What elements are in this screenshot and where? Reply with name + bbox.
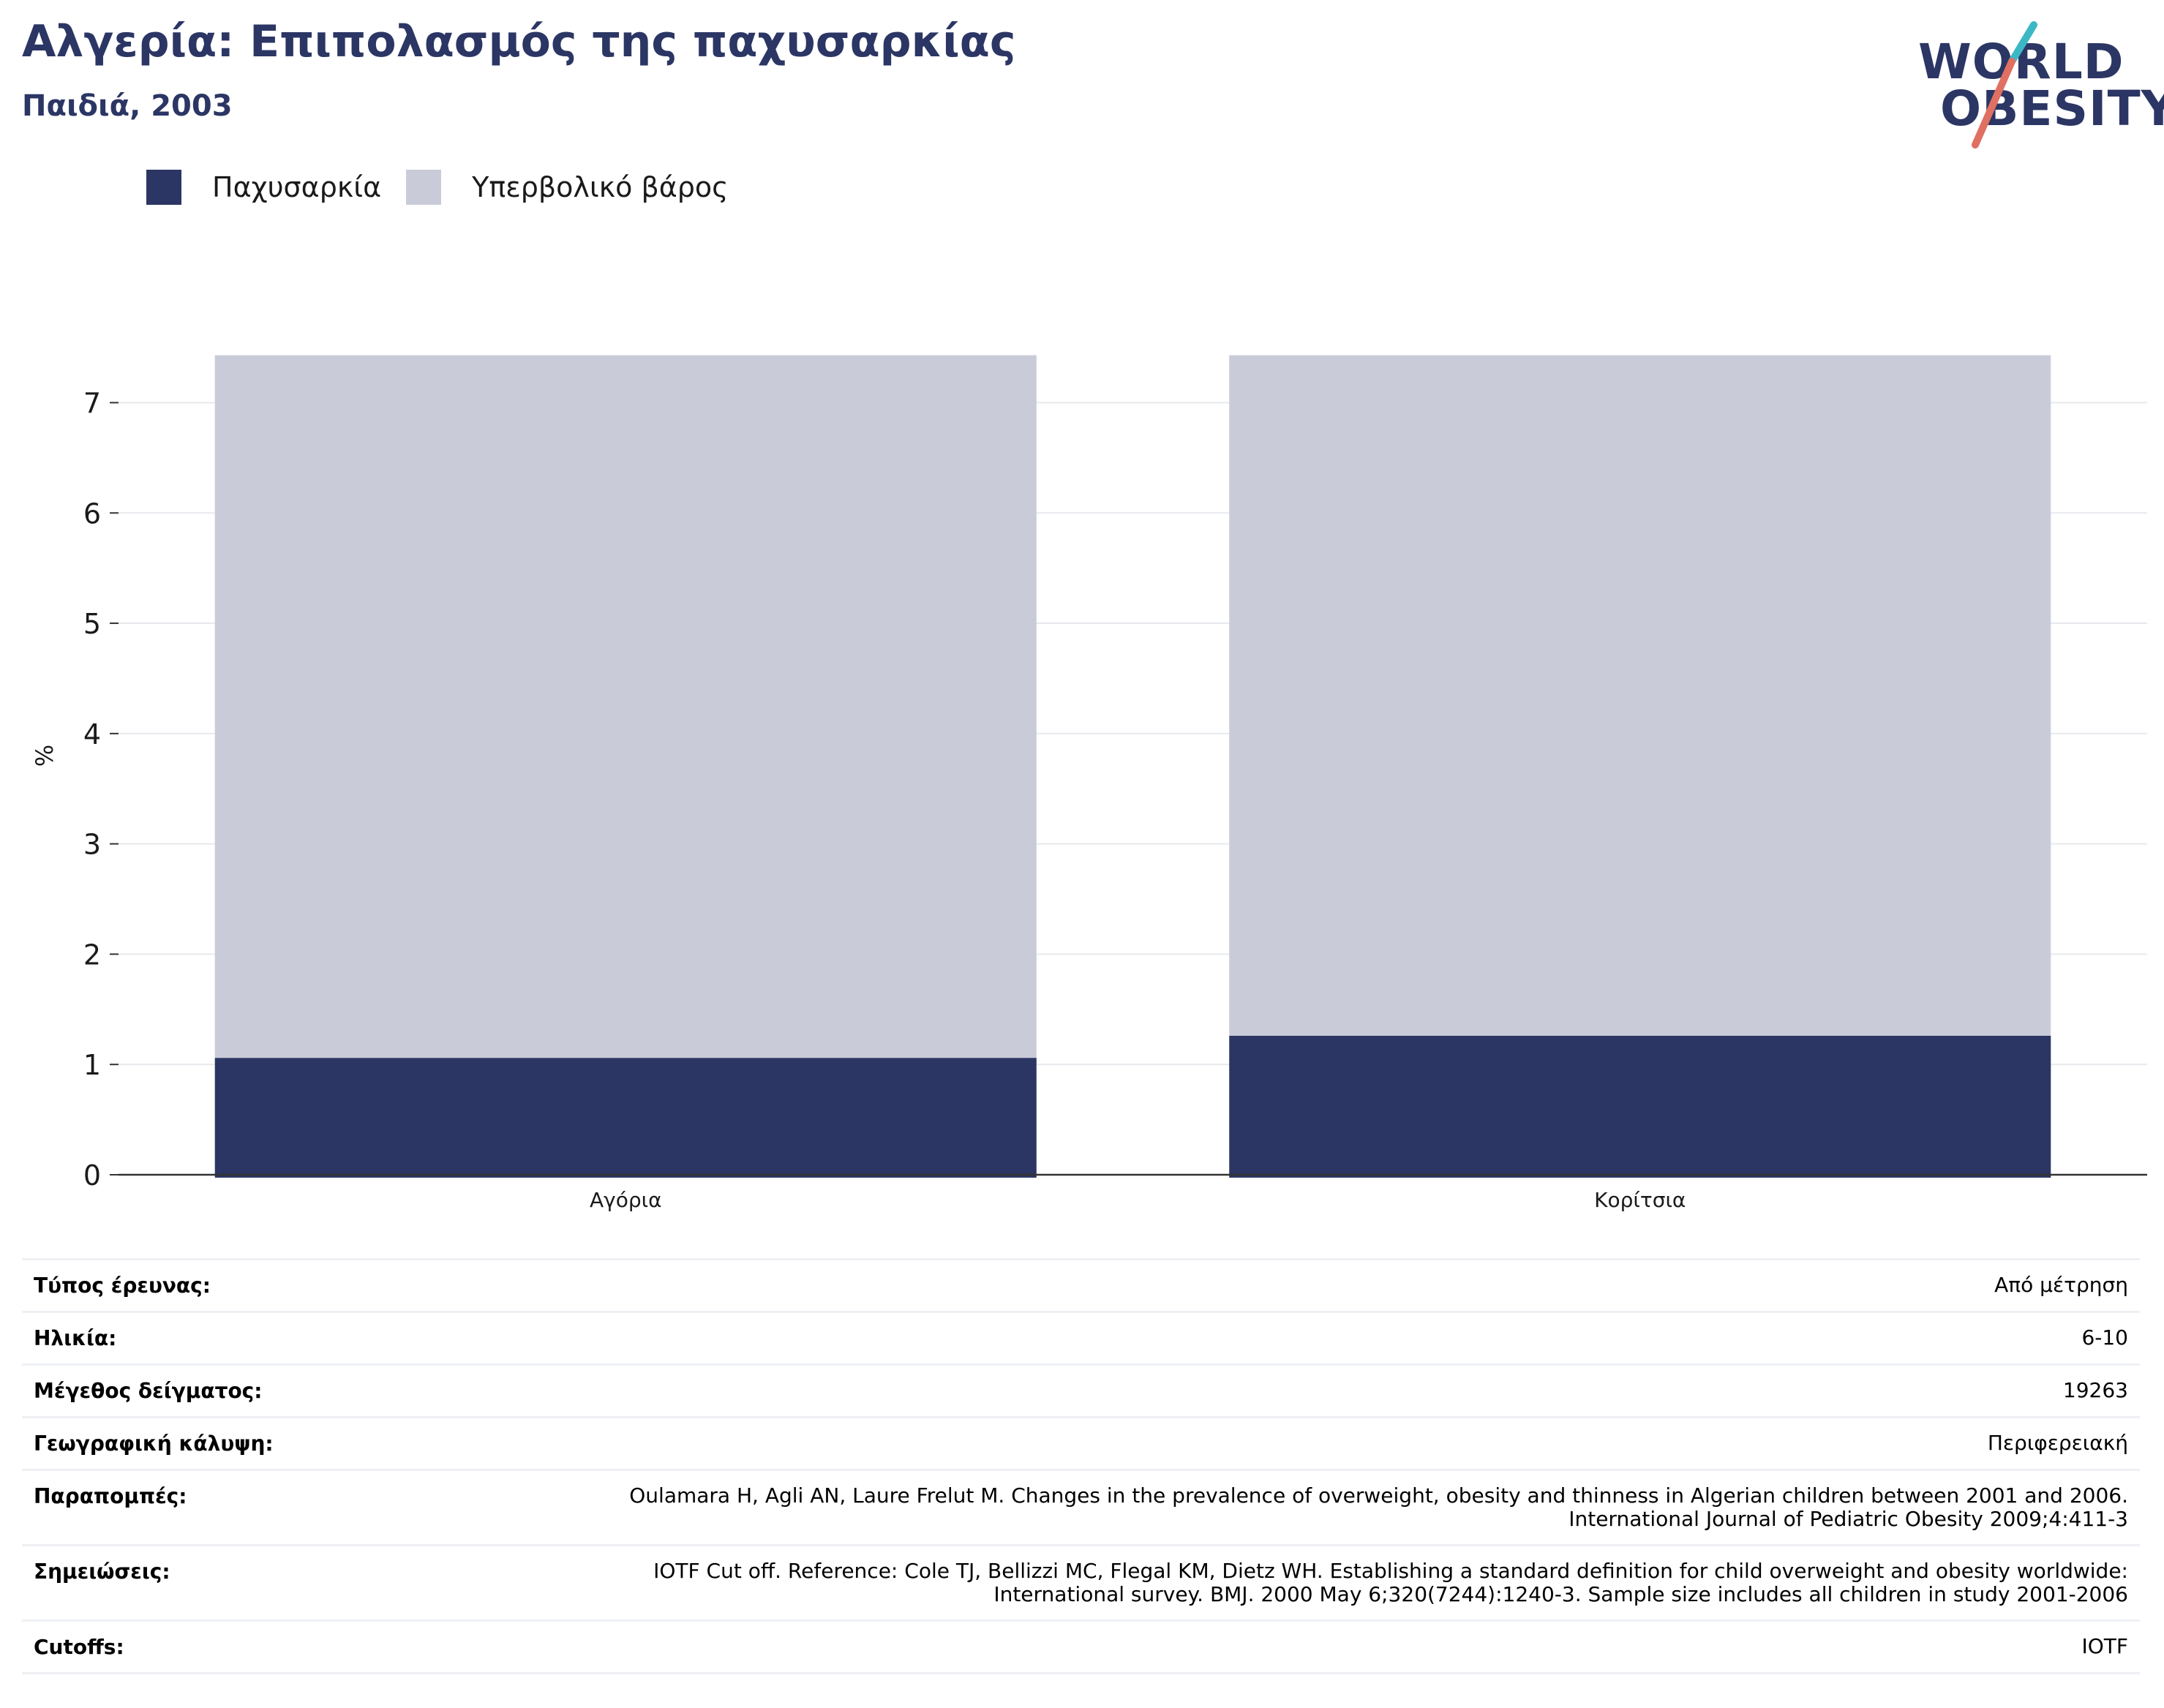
y-tick-label: 0 (83, 1159, 101, 1192)
meta-row-notes: Σημειώσεις: IOTF Cut off. Reference: Col… (22, 1544, 2140, 1619)
meta-row-coverage: Γεωγραφική κάλυψη: Περιφερειακή (22, 1416, 2140, 1469)
chart-title: Αλγερία: Επιπολασμός της παχυσαρκίας (22, 16, 1016, 67)
legend-swatch-overweight (406, 170, 442, 205)
world-obesity-logo: WORLD OBESITY (1902, 20, 2164, 152)
x-tick-label: Κορίτσια (1594, 1188, 1686, 1212)
y-tick-label: 3 (83, 829, 101, 861)
meta-value: Περιφερειακή (1987, 1431, 2128, 1455)
legend-item-overweight[interactable]: Υπερβολικό βάρος (406, 170, 728, 205)
meta-row-age: Ηλικία: 6-10 (22, 1311, 2140, 1363)
meta-value: Από μέτρηση (1994, 1273, 2128, 1297)
y-axis-label: % (31, 745, 59, 767)
y-tick-label: 6 (83, 497, 101, 530)
meta-label: Ηλικία: (34, 1326, 117, 1350)
bar-obesity (214, 1058, 1037, 1178)
y-tick-label: 2 (83, 938, 101, 971)
meta-row-cutoffs: Cutoffs: IOTF (22, 1619, 2140, 1674)
meta-row-survey-type: Τύπος έρευνας: Από μέτρηση (22, 1258, 2140, 1311)
logo-line-2: OBESITY (1940, 80, 2164, 137)
x-tick-label: Αγόρια (590, 1188, 662, 1212)
survey-details-table: Τύπος έρευνας: Από μέτρηση Ηλικία: 6-10 … (22, 1258, 2140, 1674)
meta-value: IOTF (2081, 1634, 2128, 1658)
meta-value: 6-10 (2081, 1325, 2128, 1350)
meta-value: IOTF Cut off. Reference: Cole TJ, Belliz… (653, 1559, 2128, 1606)
meta-value: Oulamara H, Agli AN, Laure Frelut M. Cha… (629, 1483, 2128, 1531)
y-tick-label: 5 (83, 608, 101, 640)
meta-label: Cutoffs: (34, 1635, 124, 1659)
legend-label-obesity: Παχυσαρκία (212, 171, 382, 203)
meta-label: Παραπομπές: (34, 1484, 187, 1508)
logo-slash-icon (1972, 21, 2037, 148)
y-tick-label: 4 (83, 718, 101, 750)
bar-overweight (214, 355, 1037, 1058)
bar-chart: 0 1 2 3 4 5 6 7% Αγόρια Κορίτσια (31, 355, 2147, 1212)
meta-label: Μέγεθος δείγματος: (34, 1379, 263, 1403)
meta-value: 19263 (2062, 1378, 2128, 1402)
meta-row-references: Παραπομπές: Oulamara H, Agli AN, Laure F… (22, 1469, 2140, 1544)
legend: Παχυσαρκία Υπερβολικό βάρος (146, 167, 753, 208)
meta-label: Γεωγραφική κάλυψη: (34, 1432, 274, 1456)
meta-label: Τύπος έρευνας: (34, 1274, 211, 1298)
chart-subtitle: Παιδιά, 2003 (22, 89, 233, 123)
meta-row-sample-size: Μέγεθος δείγματος: 19263 (22, 1363, 2140, 1416)
bar-obesity (1229, 1036, 2051, 1178)
bar-overweight (1229, 355, 2051, 1037)
y-tick-label: 1 (83, 1049, 101, 1081)
y-tick-label: 7 (83, 387, 101, 419)
legend-item-obesity[interactable]: Παχυσαρκία (146, 170, 381, 205)
meta-label: Σημειώσεις: (34, 1560, 170, 1584)
legend-swatch-obesity (146, 170, 181, 205)
legend-label-overweight: Υπερβολικό βάρος (472, 171, 729, 203)
